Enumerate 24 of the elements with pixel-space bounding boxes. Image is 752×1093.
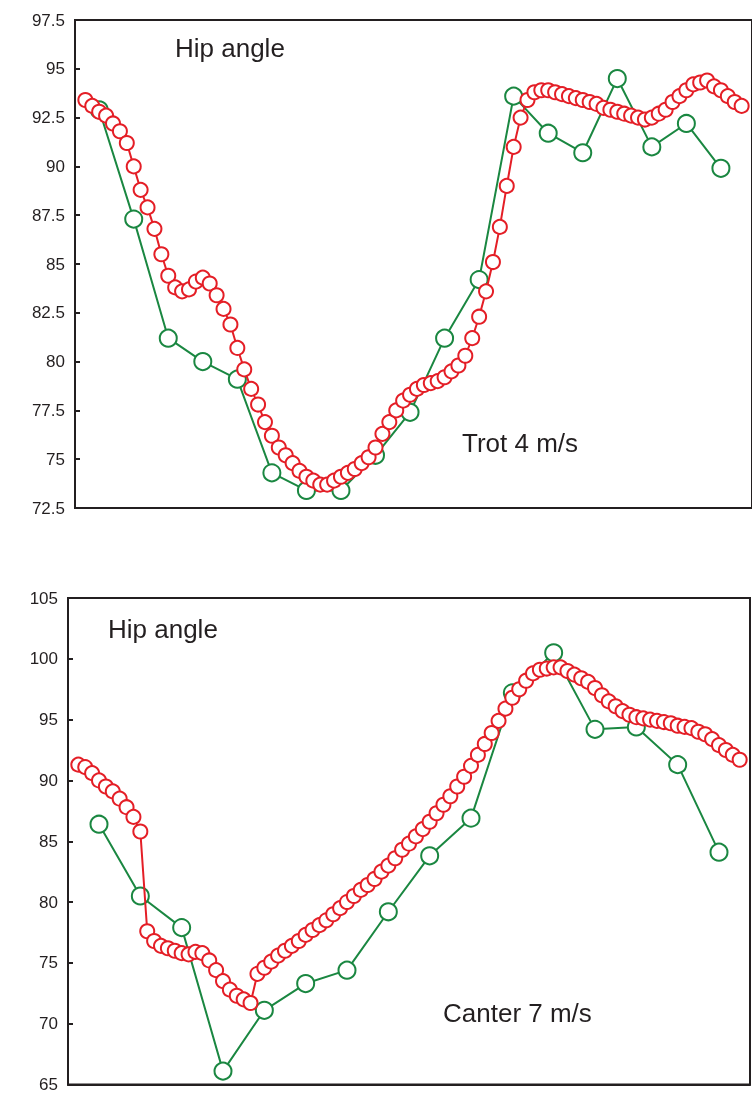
annotation: Trot 4 m/s [462, 428, 579, 458]
annotation: Hip angle [175, 33, 285, 63]
y-tick-label: 75 [39, 953, 58, 973]
y-tick-label: 87.5 [31, 205, 65, 225]
y-tick-label: 82.5 [31, 303, 65, 323]
y-tick-label: 80 [46, 352, 65, 372]
annotation: Hip angle [108, 614, 218, 644]
y-tick-label: 90 [39, 770, 58, 790]
y-tick-label: 95 [46, 59, 65, 79]
y-tick-label: 92.5 [31, 108, 65, 128]
y-tick-label: 72.5 [31, 498, 65, 518]
y-tick-label: 70 [39, 1014, 58, 1034]
y-tick-label: 85 [39, 831, 58, 851]
y-tick-label: 105 [29, 588, 58, 608]
y-tick-label: 65 [39, 1075, 58, 1093]
y-tick-label: 95 [39, 710, 58, 730]
annotation: Canter 7 m/s [443, 998, 592, 1028]
y-tick-label: 100 [29, 649, 58, 669]
y-tick-label: 80 [39, 892, 58, 912]
y-tick-label: 75 [46, 449, 65, 469]
y-tick-label: 85 [46, 254, 65, 274]
y-tick-label: 90 [46, 156, 65, 176]
y-tick-label: 77.5 [31, 400, 65, 420]
y-tick-label: 97.5 [31, 10, 65, 30]
